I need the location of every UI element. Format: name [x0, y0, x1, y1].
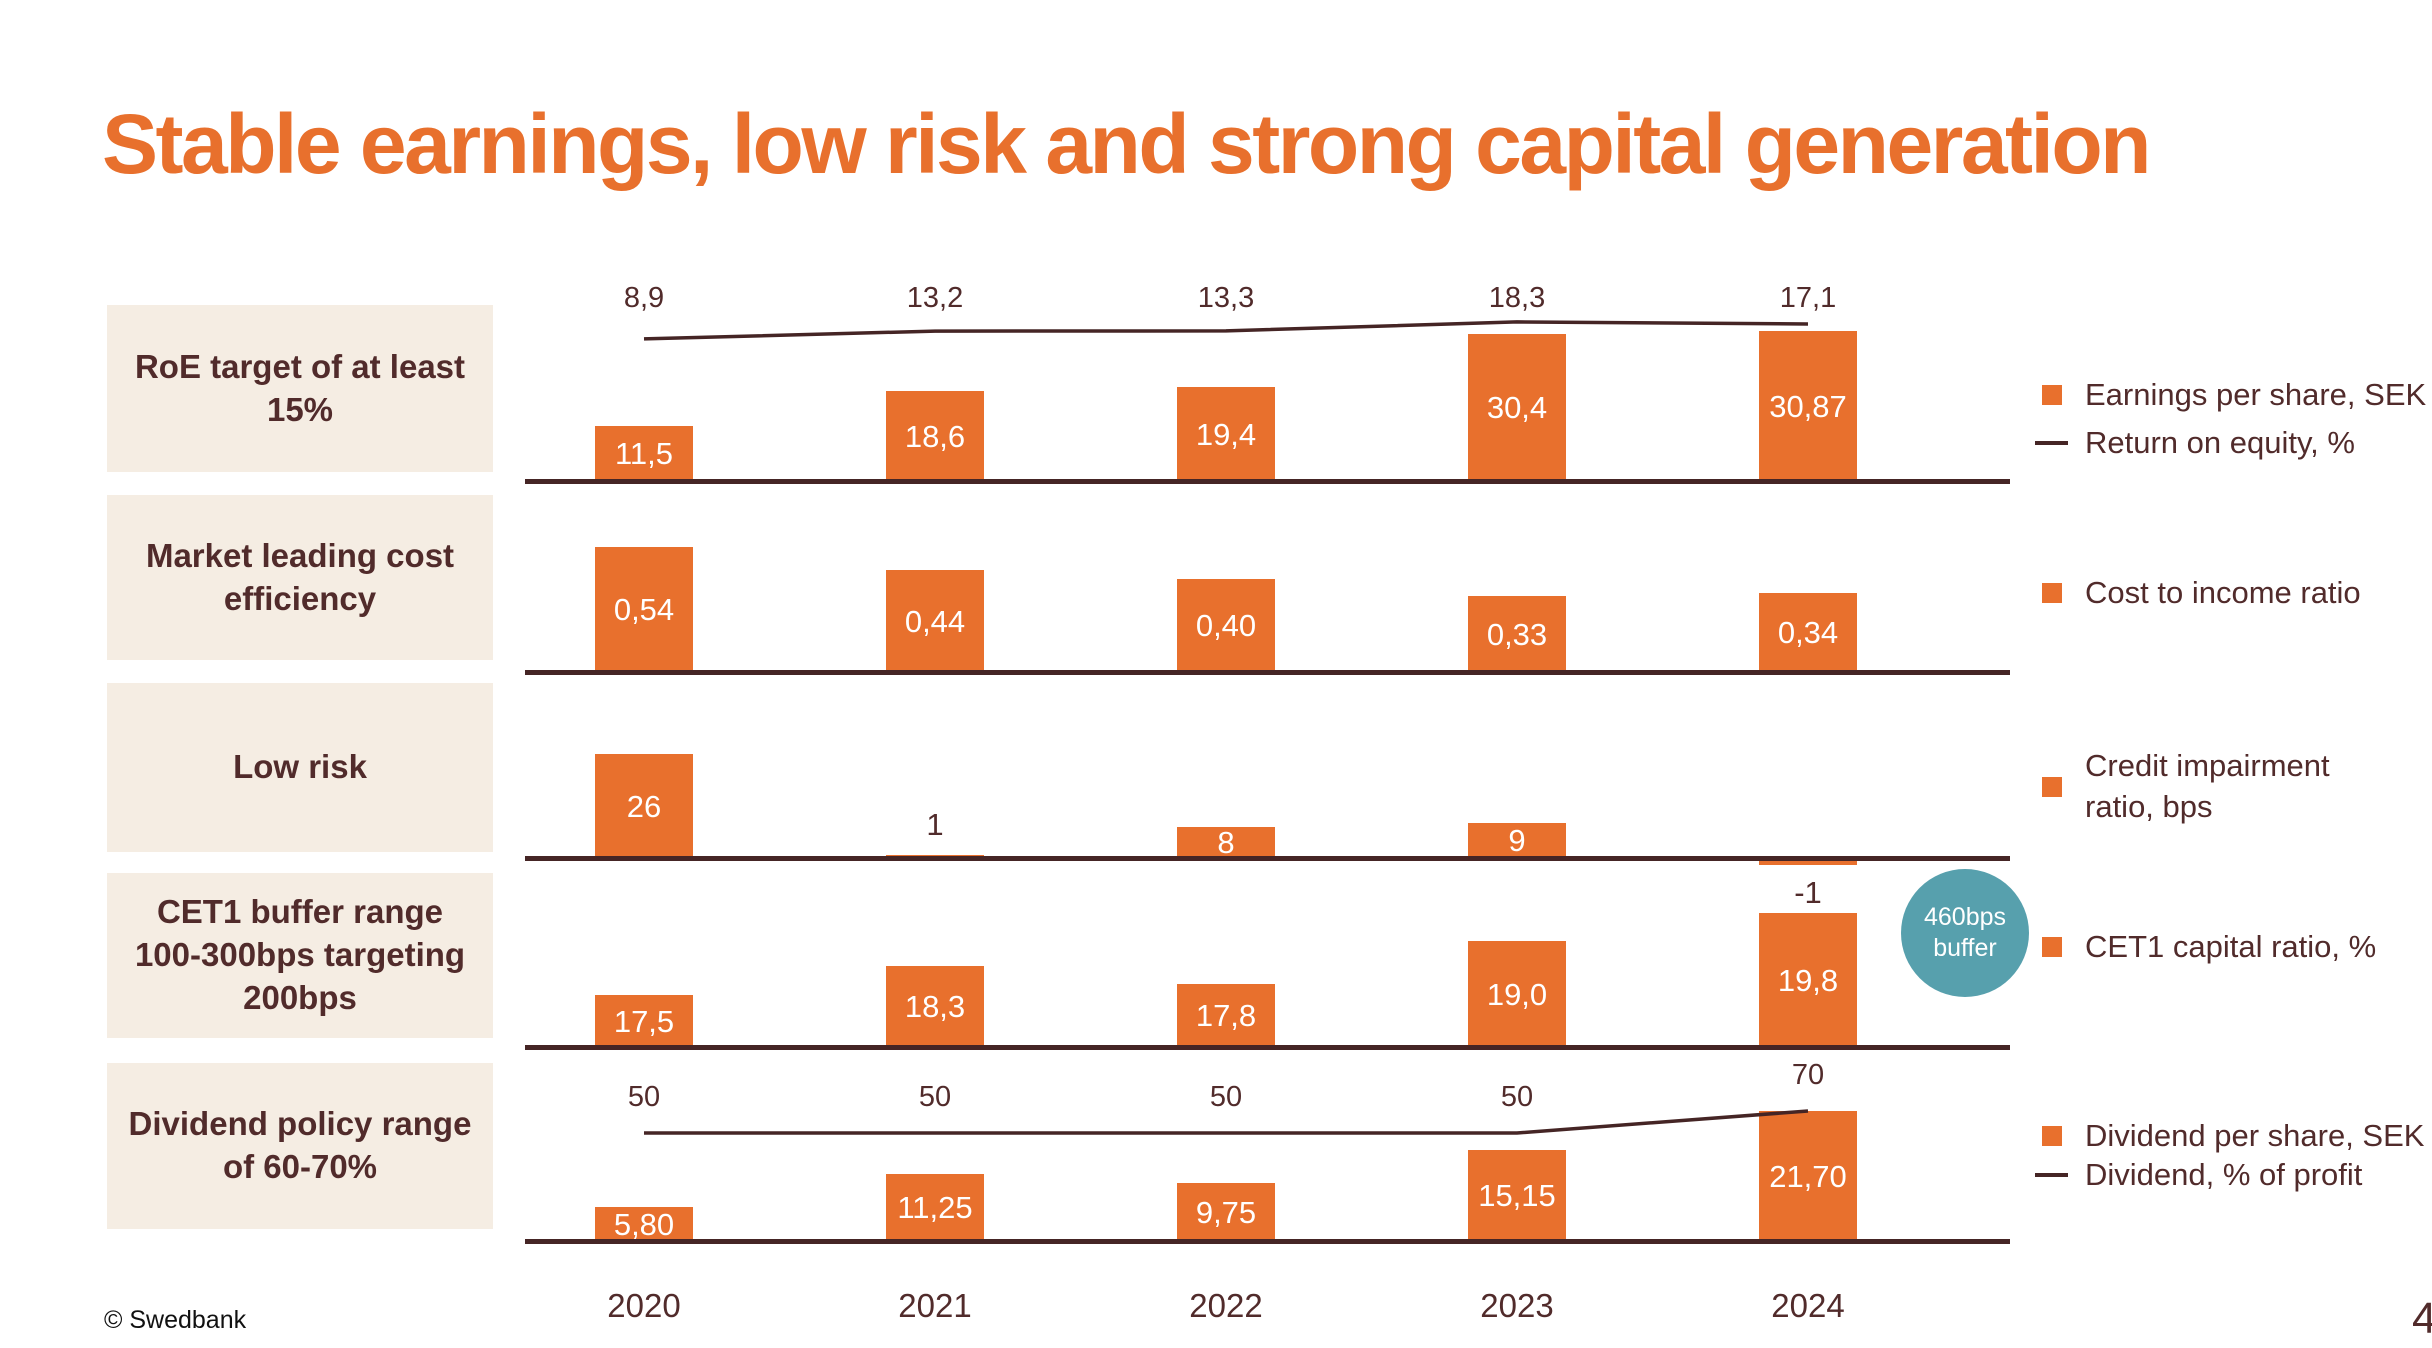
bar-2020: [595, 426, 693, 482]
legend-line-icon: [2035, 441, 2068, 445]
copyright-footer: © Swedbank: [104, 1306, 247, 1334]
bar-value-label: 11,5: [614, 436, 674, 471]
bar-value-label: 30,4: [1486, 390, 1548, 425]
bar-value-label: 9,75: [1195, 1194, 1257, 1230]
bar-2023: [1468, 334, 1566, 482]
legend-square-icon: [2042, 937, 2062, 957]
bar-value-label: 0,44: [904, 603, 966, 639]
bar-value-label: 30,87: [1769, 388, 1847, 424]
page-number: 4: [2412, 1294, 2432, 1343]
trend-line-5: [644, 1109, 1809, 1135]
bar-value-label: 11,25: [897, 1190, 973, 1225]
bar-2024: [1759, 861, 1857, 865]
bar-2023: [1468, 596, 1566, 673]
bar-2022: [1177, 387, 1275, 482]
badge-line-2: buffer: [1933, 934, 1997, 962]
year-label-2024: 2024: [1771, 1287, 1845, 1324]
kpi-box-1: RoE target of at least 15%: [107, 305, 493, 472]
legend-label: Cost to income ratio: [2085, 574, 2361, 610]
bar-2020: [595, 995, 693, 1048]
bar-value-label: 5,80: [613, 1206, 675, 1242]
line-value-label: 50: [1500, 1080, 1534, 1113]
bar-value-label: 19,0: [1486, 976, 1548, 1012]
bar-value-label: 18,3: [904, 989, 966, 1024]
line-value-label: 18,3: [1488, 281, 1546, 314]
legend-label: Credit impairment ratio, bps: [2085, 748, 2330, 824]
trend-line-1: [643, 320, 1809, 341]
bar-2022: [1177, 827, 1275, 859]
kpi-box-5: Dividend policy range of 60-70%: [107, 1063, 493, 1229]
axis-baseline-5: [525, 1239, 2010, 1244]
legend-label: Dividend, % of profit: [2085, 1156, 2363, 1192]
year-label-2020: 2020: [607, 1287, 681, 1324]
bar-2022: [1177, 579, 1275, 673]
line-value-label: 13,2: [906, 281, 964, 314]
bar-2023: [1468, 1150, 1566, 1242]
bar-value-label: 21,70: [1769, 1158, 1847, 1194]
bar-value-label: 0,34: [1777, 615, 1839, 650]
kpi-box-3: Low risk: [107, 683, 493, 852]
cet1-buffer-badge: 460bps buffer: [1901, 869, 2029, 997]
bar-2024: [1759, 913, 1857, 1048]
legend-square-icon: [2042, 1126, 2062, 1146]
line-value-label: 8,9: [623, 281, 665, 314]
bar-2021: [886, 391, 984, 482]
bar-2021: [886, 570, 984, 673]
bar-2024: [1759, 593, 1857, 673]
bar-value-label: 19,4: [1195, 416, 1257, 452]
bar-2020: [595, 1207, 693, 1242]
year-label-2022: 2022: [1189, 1287, 1263, 1324]
bar-2020: [595, 547, 693, 673]
bar-2022: [1177, 1183, 1275, 1242]
bar-2021: [886, 966, 984, 1048]
bar-2021: [886, 1174, 984, 1242]
bar-value-label: 9: [1508, 823, 1526, 858]
legend-label: Return on equity, %: [2085, 424, 2355, 460]
bar-2024: [1759, 331, 1857, 482]
bar-value-label: 0,40: [1195, 608, 1257, 643]
line-value-label: 50: [627, 1080, 661, 1113]
legend-label: CET1 capital ratio, %: [2085, 928, 2377, 964]
legend-label: Earnings per share, SEK: [2085, 376, 2427, 412]
bar-2022: [1177, 984, 1275, 1048]
axis-baseline-3: [525, 856, 2010, 861]
kpi-box-2: Market leading cost efficiency: [107, 495, 493, 660]
line-value-label: 17,1: [1779, 281, 1837, 314]
bar-value-label: 17,8: [1195, 998, 1257, 1033]
bar-value-label: 8: [1217, 825, 1235, 860]
bar-value-label: 26: [626, 788, 662, 824]
bar-value-label: 0,33: [1486, 616, 1548, 652]
bar-value-label: 17,5: [613, 1003, 675, 1039]
year-label-2023: 2023: [1480, 1287, 1554, 1324]
line-value-label: 50: [918, 1080, 952, 1113]
axis-baseline-4: [525, 1045, 2010, 1050]
axis-baseline-2: [525, 670, 2010, 675]
line-value-label: 50: [1209, 1080, 1243, 1113]
legend-label: Dividend per share, SEK: [2085, 1117, 2425, 1153]
bar-value-label: 15,15: [1478, 1178, 1556, 1213]
legend-square-icon: [2042, 583, 2062, 603]
line-value-label: 70: [1791, 1058, 1825, 1091]
slide-title: Stable earnings, low risk and strong cap…: [102, 97, 2152, 192]
bar-value-label: 0,54: [613, 592, 675, 627]
year-label-2021: 2021: [898, 1287, 972, 1324]
bar-2024: [1759, 1111, 1857, 1242]
badge-line-1: 460bps: [1923, 902, 2007, 931]
bar-value-label: -1: [1794, 875, 1822, 910]
bar-value-label: 18,6: [904, 418, 966, 454]
legend-line-icon: [2035, 1173, 2068, 1177]
line-value-label: 13,3: [1197, 281, 1255, 314]
kpi-box-4: CET1 buffer range 100-300bps targeting 2…: [107, 873, 493, 1038]
bar-2020: [595, 754, 693, 859]
legend-square-icon: [2042, 777, 2062, 797]
bar-value-label: 1: [926, 807, 944, 842]
bar-2023: [1468, 823, 1566, 859]
axis-baseline-1: [525, 479, 2010, 484]
bar-value-label: 19,8: [1777, 962, 1839, 998]
bar-2023: [1468, 941, 1566, 1048]
legend-square-icon: [2042, 385, 2062, 405]
